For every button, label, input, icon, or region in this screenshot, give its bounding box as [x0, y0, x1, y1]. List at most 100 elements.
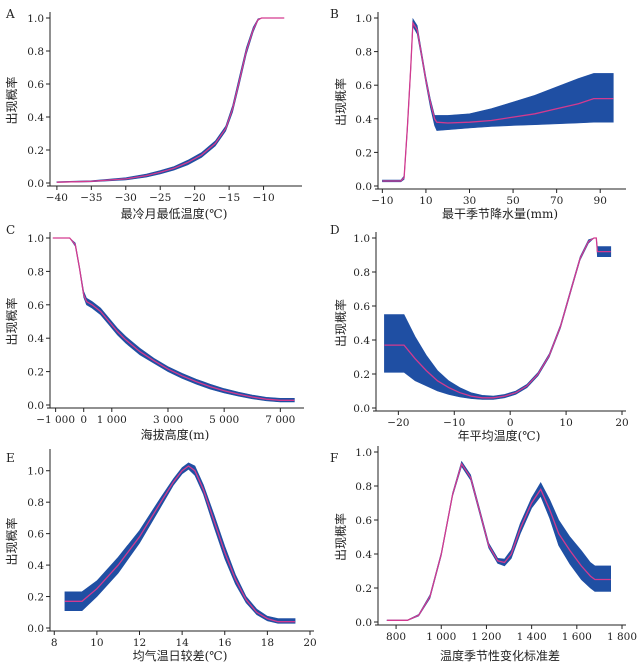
panel-c-mean-line — [52, 237, 295, 401]
panel-a-y-tick-label: 0.0 — [27, 178, 44, 190]
panel-d-mean-line — [384, 237, 611, 399]
panel-f-x-tick-label: 1 600 — [562, 631, 592, 643]
panel-c-y-tick-label: 0.2 — [27, 367, 44, 379]
panel-f-x-tick-label: 1 000 — [426, 631, 456, 643]
panel-a-x-tick-label: −25 — [149, 192, 171, 204]
panel-b-mean-line — [382, 20, 614, 182]
panel-f-x-tick-label: 800 — [386, 631, 406, 643]
panel-e-y-tick-label: 0.0 — [27, 623, 44, 635]
panel-b-y-tick-label: 1.0 — [355, 13, 372, 25]
panel-a-x-axis-title: 最冷月最低温度(℃) — [121, 206, 228, 221]
panel-a-confidence-band — [56, 17, 285, 183]
panel-f-x-tick-label: 1 200 — [471, 631, 501, 643]
panel-d-x-tick-label: 10 — [559, 417, 572, 429]
panel-d-y-tick-label: 1.0 — [353, 233, 370, 245]
panel-a-y-tick-label: 1.0 — [27, 13, 44, 25]
panel-c: −1 000 1 000 3 000 5 000 7 000 0 0.0 0.2 0.4 0.6 0… — [4, 223, 304, 442]
panel-c-x-minor-tick-label: 0 — [80, 414, 87, 426]
panel-e-x-tick-label: 10 — [90, 637, 103, 649]
panel-a-x-tick-label: −15 — [218, 192, 240, 204]
panel-b-x-tick-label: −10 — [371, 195, 393, 207]
panel-a-x-tick-label: −30 — [115, 192, 137, 204]
panel-d-y-tick-label: 0.0 — [353, 403, 370, 415]
panel-e: 8 10 12 14 16 18 20 0.0 0.2 0.4 0.6 0.8 1.0 E 均气温日较差(℃… — [4, 449, 317, 663]
panel-c-x-tick-label: 1 000 — [97, 414, 127, 426]
panel-a-x-tick-label: −40 — [46, 192, 68, 204]
panel-b-x-tick-label: 90 — [594, 195, 607, 207]
panel-c-x-tick-label: −1 000 — [36, 414, 75, 426]
panel-c-label: C — [6, 223, 15, 237]
panel-d-x-tick-label: 0 — [507, 417, 514, 429]
panel-b-y-tick-label: 0.8 — [355, 47, 372, 59]
panel-d: −20 −10 0 10 20 0.0 0.2 0.4 0.6 0.8 1.0 D 年平均温度(℃) 出现… — [330, 223, 629, 443]
panel-a-y-axis-title: 出现概率 — [4, 76, 19, 124]
panel-d-y-axis-title: 出现概率 — [333, 299, 348, 347]
panel-c-y-tick-label: 0.0 — [27, 400, 44, 412]
panel-c-x-tick-label: 7 000 — [265, 414, 295, 426]
panel-a-x-tick-label: −10 — [252, 192, 274, 204]
panel-d-y-tick-label: 0.2 — [353, 369, 370, 381]
panel-e-x-tick-label: 16 — [218, 637, 232, 649]
panel-d-confidence-band — [384, 237, 612, 400]
panel-e-y-tick-label: 0.4 — [27, 560, 44, 572]
panel-f-x-tick-label: 1 400 — [517, 631, 547, 643]
panel-f-y-tick-label: 1.0 — [355, 447, 372, 459]
panel-e-y-tick-label: 0.6 — [27, 529, 44, 541]
panel-d-x-tick-label: 20 — [615, 417, 628, 429]
panel-a: −40 −35 −30 −25 −20 −15 −10 0.0 0.2 0.4 0.6 0.8 1.0 A… — [4, 7, 302, 221]
panel-f-label: F — [330, 451, 338, 465]
panel-f-y-axis-title: 出现概率 — [333, 513, 348, 561]
panel-f-y-tick-label: 0.0 — [355, 617, 372, 629]
panel-c-confidence-band — [52, 237, 295, 403]
panel-a-y-tick-label: 0.6 — [27, 79, 44, 91]
panel-e-mean-line — [64, 465, 296, 623]
panel-f-y-tick-label: 0.8 — [355, 481, 372, 493]
panel-d-x-tick-label: −20 — [387, 417, 409, 429]
panel-e-x-tick-label: 14 — [175, 637, 189, 649]
panel-e-x-tick-label: 18 — [261, 637, 274, 649]
panel-f: 800 1 000 1 200 1 400 1 600 1 800 0.0 0.2 0.4 0.6… — [330, 446, 637, 663]
panel-a-y-tick-label: 0.4 — [27, 112, 44, 124]
panel-a-x-tick-label: −35 — [80, 192, 102, 204]
panel-c-x-axis-title: 海拔高度(m) — [141, 427, 210, 442]
panel-b-y-tick-label: 0.2 — [355, 147, 372, 159]
panel-d-x-tick-label: −10 — [443, 417, 465, 429]
panel-d-x-axis-title: 年平均温度(℃) — [458, 428, 541, 443]
panel-f-y-tick-label: 0.2 — [355, 583, 372, 595]
panel-c-x-tick-label: 3 000 — [153, 414, 183, 426]
panel-b-confidence-band — [382, 17, 614, 183]
panel-d-y-tick-label: 0.4 — [353, 335, 370, 347]
panel-a-x-tick-label: −20 — [184, 192, 206, 204]
panel-f-x-tick-label: 1 800 — [607, 631, 637, 643]
panel-e-y-tick-label: 1.0 — [27, 466, 44, 478]
panel-a-y-tick-label: 0.8 — [27, 46, 44, 58]
panel-e-label: E — [6, 451, 15, 465]
panel-f-y-tick-label: 0.4 — [355, 549, 372, 561]
panel-b-x-tick-label: 50 — [506, 195, 519, 207]
panel-e-x-axis-title: 均气温日较差(℃) — [133, 648, 228, 663]
panel-b-y-axis-title: 出现概率 — [333, 78, 348, 126]
panel-f-y-tick-label: 0.6 — [355, 515, 372, 527]
panel-b-x-tick-label: 10 — [419, 195, 432, 207]
panel-a-label: A — [5, 7, 15, 21]
panel-b-y-tick-label: 0.4 — [355, 114, 372, 126]
panel-e-x-tick-label: 12 — [133, 637, 146, 649]
panel-d-y-tick-label: 0.6 — [353, 301, 370, 313]
panel-a-mean-line — [56, 17, 285, 183]
panel-c-y-tick-label: 0.8 — [27, 266, 44, 278]
panel-c-y-tick-label: 0.4 — [27, 333, 44, 345]
panel-a-y-tick-label: 0.2 — [27, 145, 44, 157]
panel-d-label: D — [330, 223, 340, 237]
panel-e-y-tick-label: 0.8 — [27, 497, 44, 509]
panel-b-x-tick-label: 30 — [463, 195, 476, 207]
panel-f-mean-line — [387, 462, 611, 621]
panel-c-y-tick-label: 1.0 — [27, 233, 44, 245]
panel-b-y-tick-label: 0.0 — [355, 181, 372, 193]
panel-c-y-axis-title: 出现概率 — [4, 297, 19, 345]
panel-c-y-tick-label: 0.6 — [27, 300, 44, 312]
panel-b: −10 10 30 50 70 90 0.0 0.2 0.4 0.6 0.8 1.0 B 最干季节降水量(… — [330, 7, 626, 221]
panel-f-x-axis-title: 温度季节性变化标准差 — [440, 648, 560, 663]
panel-b-x-axis-title: 最干季节降水量(mm) — [442, 207, 558, 221]
panel-b-label: B — [330, 7, 339, 21]
